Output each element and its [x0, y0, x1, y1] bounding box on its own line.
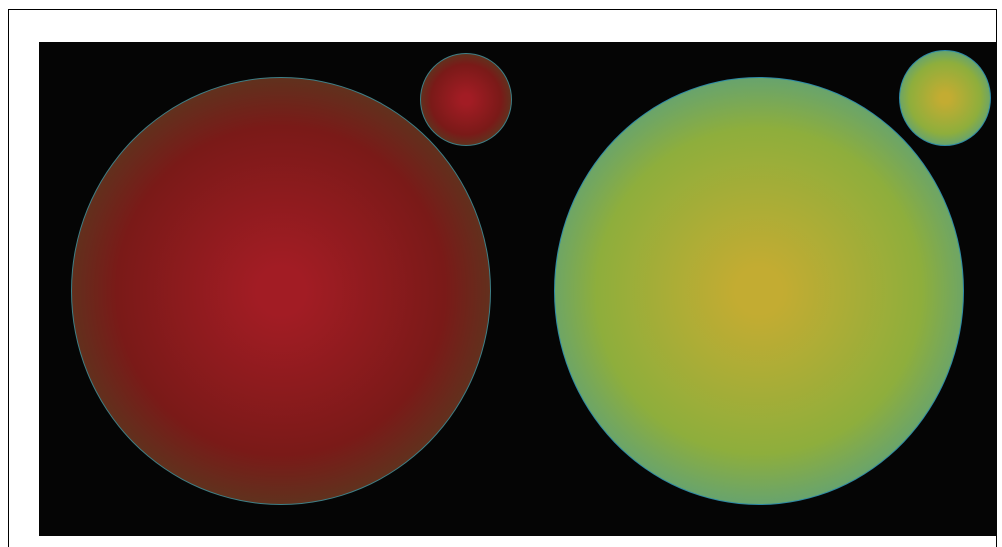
large-gold-blue-circle [554, 77, 964, 505]
small-gold-blue-circle [899, 50, 991, 146]
drawing-canvas [39, 42, 997, 536]
page-frame [8, 9, 997, 547]
large-red-green-circle [71, 77, 491, 505]
small-red-green-circle [420, 53, 512, 146]
